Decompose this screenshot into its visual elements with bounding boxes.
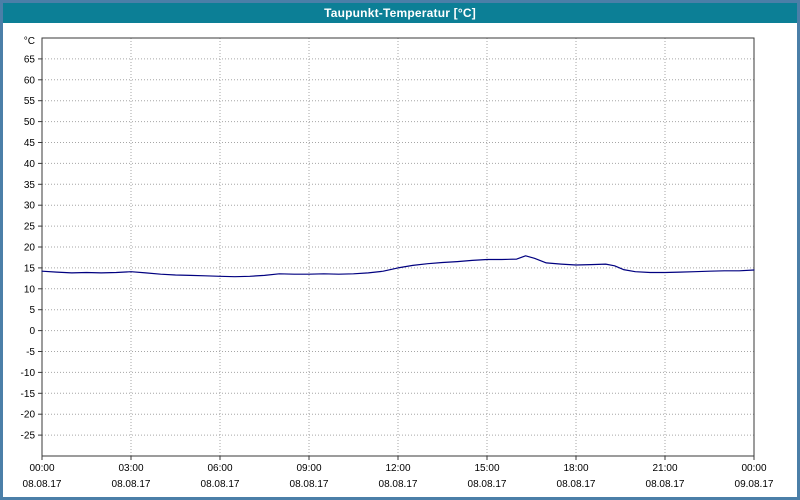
y-tick-label: -20 xyxy=(21,410,36,421)
x-tick-date-label: 08.08.17 xyxy=(290,479,329,490)
plot-border xyxy=(41,37,755,457)
x-tick-time-label: 21:00 xyxy=(652,463,677,474)
y-tick-label: 50 xyxy=(24,117,36,128)
y-tick-label: 0 xyxy=(29,326,35,337)
y-tick-label: 60 xyxy=(24,75,36,86)
x-tick-date-label: 08.08.17 xyxy=(23,479,62,490)
x-tick-date-label: 08.08.17 xyxy=(468,479,507,490)
y-axis-unit-label: °C xyxy=(24,36,35,47)
x-tick-time-label: 18:00 xyxy=(563,463,588,474)
y-tick-label: -25 xyxy=(21,431,36,442)
y-tick-label: 55 xyxy=(24,96,36,107)
chart-titlebar: Taupunkt-Temperatur [°C] xyxy=(3,3,797,23)
x-tick-time-label: 03:00 xyxy=(118,463,143,474)
x-tick-time-label: 09:00 xyxy=(296,463,321,474)
x-tick-time-label: 00:00 xyxy=(741,463,766,474)
x-tick-date-label: 08.08.17 xyxy=(379,479,418,490)
x-tick-time-label: 00:00 xyxy=(29,463,54,474)
chart-svg: 65605550454035302520151050-5-10-15-20-25… xyxy=(21,36,774,490)
y-tick-label: 25 xyxy=(24,222,36,233)
dew-point-line xyxy=(41,255,755,278)
x-tick-date-label: 08.08.17 xyxy=(557,479,596,490)
y-tick-label: 45 xyxy=(24,138,36,149)
x-tick-date-label: 09.08.17 xyxy=(735,479,774,490)
y-tick-label: 15 xyxy=(24,263,36,274)
x-tick-time-label: 12:00 xyxy=(385,463,410,474)
x-tick-date-label: 08.08.17 xyxy=(201,479,240,490)
x-tick-date-label: 08.08.17 xyxy=(112,479,151,490)
x-tick-time-label: 06:00 xyxy=(207,463,232,474)
y-tick-label: 35 xyxy=(24,180,36,191)
y-tick-label: -15 xyxy=(21,389,36,400)
y-tick-label: 10 xyxy=(24,284,36,295)
y-tick-label: 40 xyxy=(24,159,36,170)
x-tick-date-label: 08.08.17 xyxy=(646,479,685,490)
chart-title: Taupunkt-Temperatur [°C] xyxy=(324,6,476,20)
y-tick-label: 65 xyxy=(24,54,36,65)
y-tick-label: 20 xyxy=(24,243,36,254)
x-tick-time-label: 15:00 xyxy=(474,463,499,474)
y-tick-label: -5 xyxy=(26,347,35,358)
y-tick-label: -10 xyxy=(21,368,36,379)
y-tick-label: 30 xyxy=(24,201,36,212)
chart-area: 65 60 55 50 45 40 35 30 25 20 15 10 5 0 -5 -10 -15 -20 -25… xyxy=(3,23,797,497)
y-tick-label: 5 xyxy=(29,305,35,316)
